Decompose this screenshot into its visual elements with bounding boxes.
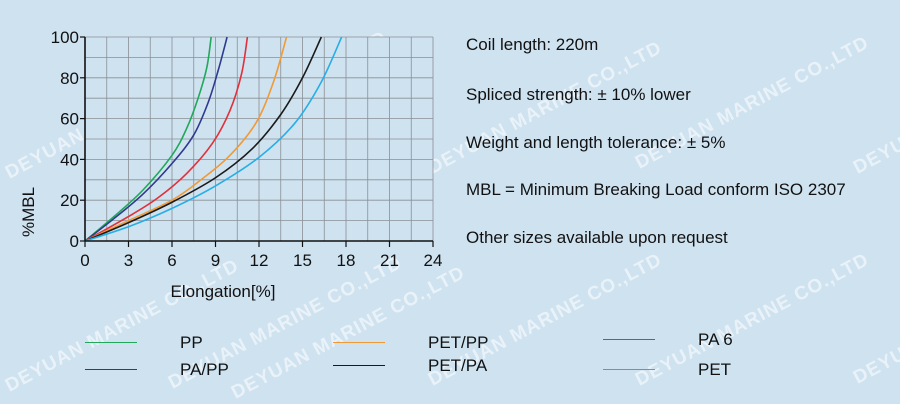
legend-label: PA 6: [698, 330, 733, 349]
elongation-chart: 0 3 6 9 12 15 18 21 24 0 20 40 60 80 100 Elongation[%]…: [19, 28, 443, 301]
note-mbl-definition: MBL = Minimum Breaking Load conform ISO …: [466, 180, 846, 199]
chart-series: [84, 36, 343, 242]
x-tick-label: 3: [124, 251, 133, 270]
series-line-pet: [84, 36, 343, 242]
y-tick-label: 100: [51, 28, 79, 47]
legend-label: PA/PP: [180, 360, 229, 379]
watermark-3: DEYUAN MARINE CO.,LTD: [425, 37, 666, 179]
chart-tick-labels: 0 3 6 9 12 15 18 21 24 0 20 40 60 80 100: [51, 28, 443, 270]
note-spliced-strength: Spliced strength: ± 10% lower: [466, 85, 691, 104]
x-tick-label: 6: [167, 251, 176, 270]
legend-label: PP: [180, 333, 203, 352]
x-tick-label: 15: [293, 251, 312, 270]
series-line-pet-pp: [84, 36, 288, 242]
series-line-pet-pa: [84, 36, 323, 242]
legend-label: PET/PP: [428, 333, 489, 352]
y-tick-label: 20: [60, 191, 79, 210]
legend-label: PET: [698, 360, 732, 379]
y-axis-label: %MBL: [19, 187, 38, 237]
series-line-pa-6: [84, 36, 249, 242]
legend-label: PET/PA: [428, 356, 488, 375]
legend-swatch: [85, 342, 137, 343]
x-tick-label: 18: [337, 251, 356, 270]
legend-swatch: [603, 369, 655, 370]
chart-grid: [84, 36, 434, 242]
y-tick-label: 40: [60, 150, 79, 169]
y-tick-label: 0: [70, 232, 79, 251]
x-tick-label: 9: [211, 251, 220, 270]
watermark-10: DEYUAN MARINE CO.,LTD: [632, 249, 873, 391]
series-line-pa-pp: [84, 36, 228, 242]
chart-axes: [80, 36, 434, 247]
legend-swatch: [85, 369, 137, 370]
legend-swatch: [333, 365, 385, 366]
note-tolerance: Weight and length tolerance: ± 5%: [466, 133, 726, 152]
note-other-sizes: Other sizes available upon request: [466, 228, 728, 247]
y-tick-label: 60: [60, 110, 79, 129]
y-tick-label: 80: [60, 69, 79, 88]
x-tick-label: 24: [424, 251, 443, 270]
x-tick-label: 21: [380, 251, 399, 270]
x-axis-label: Elongation[%]: [171, 282, 276, 301]
series-line-pp: [84, 36, 212, 242]
x-tick-label: 0: [80, 251, 89, 270]
legend-swatch: [603, 339, 655, 340]
legend-swatch: [333, 342, 385, 343]
note-coil-length: Coil length: 220m: [466, 35, 599, 54]
x-tick-label: 12: [250, 251, 269, 270]
